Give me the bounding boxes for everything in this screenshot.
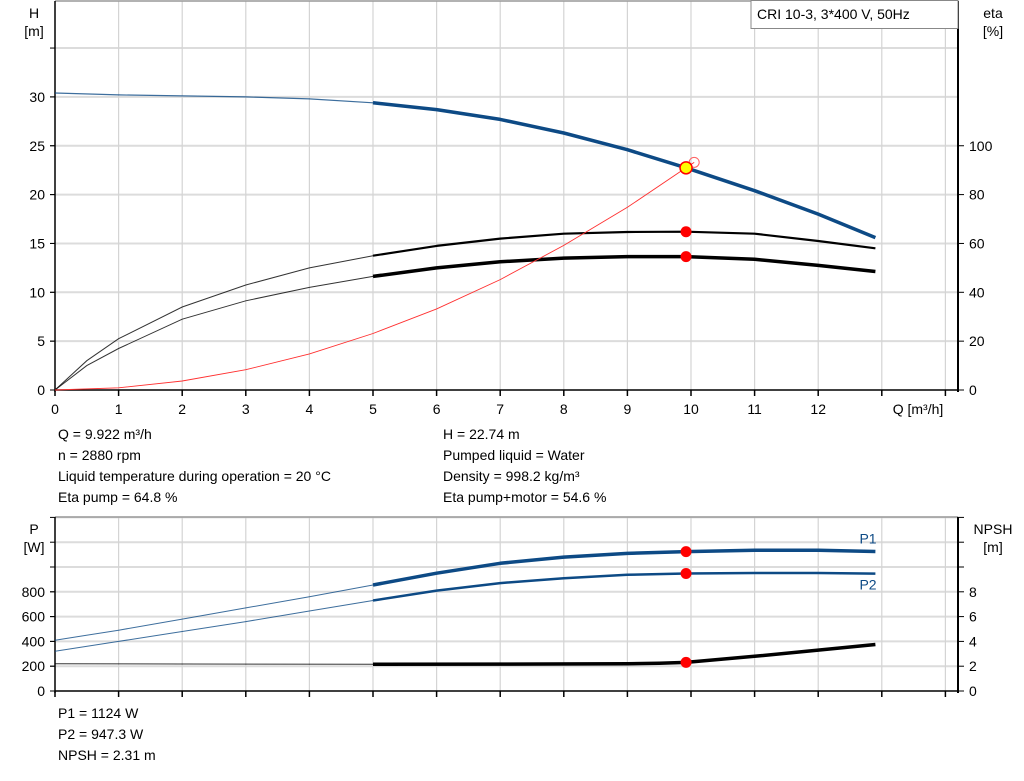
y2-tick-label: 8	[969, 584, 977, 600]
info-liquid: Pumped liquid = Water	[443, 447, 585, 463]
y2-tick-label: 0	[969, 382, 977, 398]
x-tick-label: 5	[369, 401, 377, 417]
x-tick-label: 0	[51, 401, 59, 417]
title-box	[750, 0, 959, 29]
system-curve	[54, 162, 695, 391]
h-curve-extrapolated	[54, 92, 374, 104]
npsh-curve	[372, 642, 876, 667]
y2-tick-label: 20	[969, 333, 985, 349]
info-p2: P2 = 947.3 W	[58, 726, 144, 742]
duty-point-eta-total	[680, 251, 692, 263]
info-bottom: P1 = 1124 W P2 = 947.3 W NPSH = 2.31 m	[58, 703, 156, 766]
p1-series-label: P1	[859, 531, 876, 547]
p2-curve	[372, 571, 876, 602]
x-axis-label: Q [m³/h]	[893, 401, 944, 417]
y-tick-label: 0	[37, 683, 45, 699]
y2-tick-label: 80	[969, 187, 985, 203]
info-temperature: Liquid temperature during operation = 20…	[58, 468, 331, 484]
y-axis-unit: [W]	[24, 539, 45, 555]
info-p1: P1 = 1124 W	[58, 705, 139, 721]
info-eta-total: Eta pump+motor = 54.6 %	[443, 489, 607, 505]
y2-axis-unit: [m]	[983, 539, 1002, 555]
x-tick-label: 7	[496, 401, 504, 417]
x-tick-label: 6	[433, 401, 441, 417]
y-tick-label: 0	[37, 382, 45, 398]
y2-tick-label: 0	[969, 683, 977, 699]
x-tick-label: 4	[306, 401, 314, 417]
info-eta-pump: Eta pump = 64.8 %	[58, 489, 178, 505]
chart-title: CRI 10-3, 3*400 V, 50Hz	[757, 6, 910, 22]
duty-point-p1	[680, 546, 692, 558]
y2-axis-unit: [%]	[983, 23, 1003, 39]
info-density: Density = 998.2 kg/m³	[443, 468, 580, 484]
y2-tick-label: 2	[969, 658, 977, 674]
x-tick-label: 9	[624, 401, 632, 417]
duty-point-npsh	[680, 656, 692, 668]
h-curve	[372, 101, 877, 240]
x-tick-label: 10	[683, 401, 699, 417]
info-top-left: Q = 9.922 m³/h n = 2880 rpm Liquid tempe…	[58, 424, 331, 508]
eta-pump-curve-extrapolated	[54, 255, 374, 391]
y-tick-label: 30	[29, 89, 45, 105]
y2-tick-label: 100	[969, 138, 993, 154]
duty-point-p2	[680, 568, 692, 580]
y-tick-label: 600	[22, 609, 46, 625]
x-tick-label: 2	[178, 401, 186, 417]
p2-series-label: P2	[859, 577, 876, 593]
eta-pump-curve	[372, 230, 876, 257]
info-npsh: NPSH = 2.31 m	[58, 747, 156, 763]
y2-tick-label: 60	[969, 235, 985, 251]
info-flow: Q = 9.922 m³/h	[58, 426, 152, 442]
y-axis-label: H	[29, 5, 39, 21]
y-tick-label: 800	[22, 584, 46, 600]
eta-total-curve	[372, 254, 876, 279]
x-tick-label: 12	[810, 401, 826, 417]
y2-tick-label: 4	[969, 633, 977, 649]
y2-tick-label: 40	[969, 284, 985, 300]
x-tick-label: 8	[560, 401, 568, 417]
y-tick-label: 15	[29, 235, 45, 251]
x-tick-label: 3	[242, 401, 250, 417]
eta-total-curve-extrapolated	[54, 275, 374, 391]
info-top-right: H = 22.74 m Pumped liquid = Water Densit…	[443, 424, 606, 508]
duty-point-head	[679, 161, 693, 175]
npsh-curve-extrapolated	[54, 663, 374, 665]
x-tick-label: 11	[747, 401, 762, 417]
y-tick-label: 20	[29, 187, 45, 203]
p1-curve-extrapolated	[54, 584, 374, 641]
y-tick-label: 25	[29, 138, 45, 154]
p1-curve	[372, 548, 876, 587]
y-tick-label: 5	[37, 333, 45, 349]
y-axis-unit: [m]	[24, 23, 43, 39]
duty-point-eta-pump	[680, 226, 692, 238]
y-tick-label: 400	[22, 633, 46, 649]
y-tick-label: 200	[22, 658, 46, 674]
p2-curve-extrapolated	[54, 600, 374, 652]
y-tick-label: 10	[29, 284, 45, 300]
info-head: H = 22.74 m	[443, 426, 520, 442]
y2-axis-label: eta	[983, 5, 1003, 21]
y-axis-label: P	[29, 521, 38, 537]
y2-tick-label: 6	[969, 609, 977, 625]
y2-axis-label: NPSH	[974, 521, 1013, 537]
x-tick-label: 1	[115, 401, 123, 417]
info-speed: n = 2880 rpm	[58, 447, 141, 463]
